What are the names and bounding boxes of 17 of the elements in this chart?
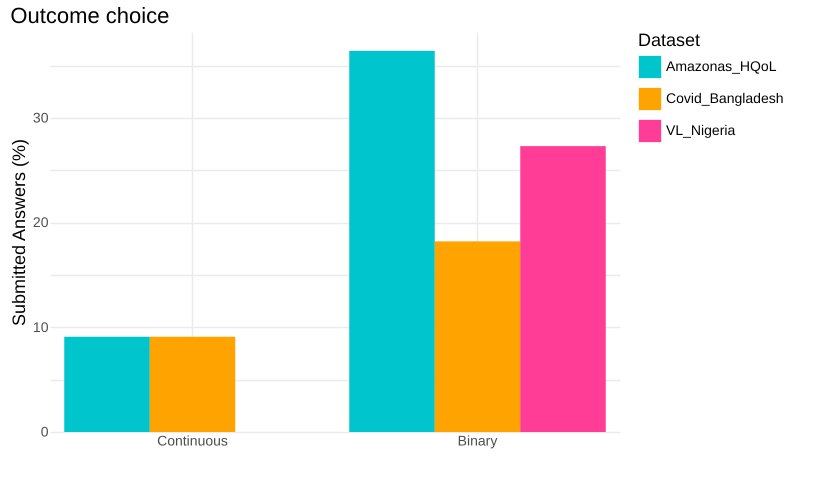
y-tick-label: 30 <box>32 109 49 126</box>
bar <box>520 146 606 432</box>
bar <box>64 336 150 432</box>
legend-label: VL_Nigeria <box>666 122 736 138</box>
bar <box>349 50 435 432</box>
x-tick-label: Binary <box>458 432 498 448</box>
y-tick-label: 10 <box>32 318 49 335</box>
legend-label: Amazonas_HQoL <box>666 58 777 74</box>
y-tick-label: 0 <box>40 424 49 440</box>
y-axis-title: Submitted Answers (%) <box>8 138 29 326</box>
y-tick-label: 20 <box>32 214 49 230</box>
chart-title: Outcome choice <box>10 3 170 28</box>
bar <box>434 241 520 432</box>
legend-label: Covid_Bangladesh <box>666 90 784 106</box>
bar <box>150 336 236 432</box>
legend-title: Dataset <box>638 30 700 50</box>
x-tick-label: Continuous <box>157 432 228 448</box>
